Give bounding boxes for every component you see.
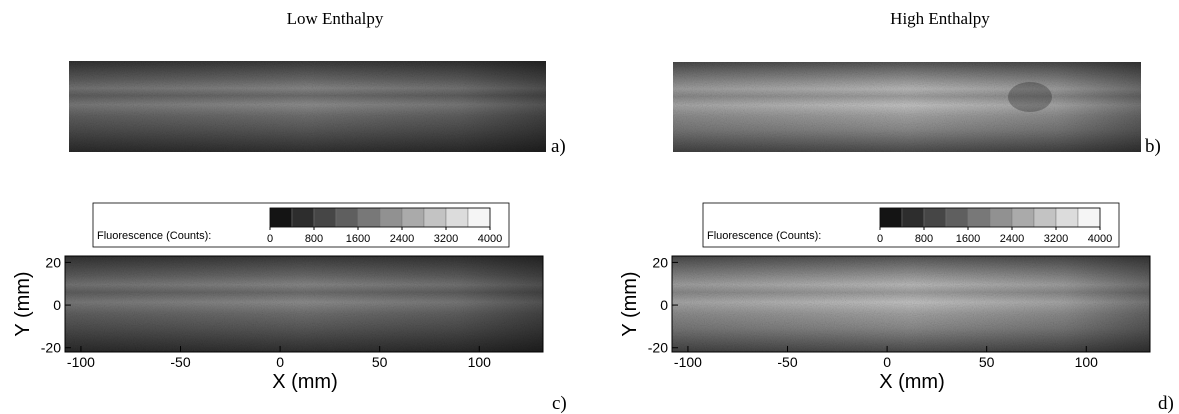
colorbar-segment bbox=[1077, 207, 1101, 228]
colorbar-label: Fluorescence (Counts): bbox=[707, 230, 821, 242]
colorbar-tick-label: 3200 bbox=[434, 233, 458, 245]
colorbar-segment bbox=[335, 207, 359, 228]
colorbar-label: Fluorescence (Counts): bbox=[97, 230, 211, 242]
panel-label: a) bbox=[551, 136, 566, 157]
colorbar-segment bbox=[1033, 207, 1057, 228]
y-axis-label: Y (mm) bbox=[12, 271, 34, 336]
colorbar-tick-label: 1600 bbox=[956, 233, 980, 245]
x-tick-label: -100 bbox=[67, 354, 95, 370]
colorbar-tick-label: 800 bbox=[915, 233, 933, 245]
y-tick-label: 0 bbox=[53, 297, 61, 313]
field-shade bbox=[672, 256, 1150, 352]
panel-label: c) bbox=[552, 393, 567, 414]
x-tick-label: 0 bbox=[883, 354, 891, 370]
colorbar-segment bbox=[467, 207, 491, 228]
colorbar-tick-label: 1600 bbox=[346, 233, 370, 245]
colorbar-tick-label: 800 bbox=[305, 233, 323, 245]
colorbar-frame bbox=[269, 207, 491, 228]
y-tick-label: -20 bbox=[648, 340, 668, 356]
colorbar-segment bbox=[313, 207, 337, 228]
colorbar-tick-label: 4000 bbox=[1088, 233, 1112, 245]
y-tick-label: 0 bbox=[660, 297, 668, 313]
x-tick-label: 100 bbox=[468, 354, 492, 370]
x-tick-label: 100 bbox=[1075, 354, 1099, 370]
colorbar-segment bbox=[989, 207, 1013, 228]
y-tick-label: 20 bbox=[652, 254, 668, 270]
y-axis-label: Y (mm) bbox=[619, 271, 641, 336]
x-tick-label: -50 bbox=[170, 354, 190, 370]
x-tick-label: 50 bbox=[979, 354, 995, 370]
colorbar-segment bbox=[1011, 207, 1035, 228]
colorbar-segment bbox=[423, 207, 447, 228]
x-tick-label: -50 bbox=[777, 354, 797, 370]
colorbar-segment bbox=[357, 207, 381, 228]
image-a bbox=[69, 61, 546, 152]
column-title: High Enthalpy bbox=[890, 9, 990, 28]
colorbar-segment bbox=[1055, 207, 1079, 228]
x-tick-label: 50 bbox=[372, 354, 388, 370]
colorbar-segment bbox=[945, 207, 969, 228]
x-axis-label: X (mm) bbox=[272, 371, 338, 393]
colorbar-segment bbox=[901, 207, 925, 228]
panel-label: d) bbox=[1158, 393, 1174, 414]
y-tick-label: 20 bbox=[45, 254, 61, 270]
colorbar-tick-label: 0 bbox=[267, 233, 273, 245]
colorbar-segment bbox=[967, 207, 991, 228]
y-tick-label: -20 bbox=[41, 340, 61, 356]
panel-label: b) bbox=[1145, 136, 1161, 157]
colorbar-tick-label: 0 bbox=[877, 233, 883, 245]
column-title: Low Enthalpy bbox=[287, 9, 384, 28]
image-b bbox=[673, 62, 1141, 152]
colorbar-segment bbox=[269, 207, 293, 228]
colorbar-segment bbox=[445, 207, 469, 228]
plot-frame bbox=[64, 255, 544, 353]
colorbar-segment bbox=[923, 207, 947, 228]
colorbar-frame bbox=[879, 207, 1101, 228]
x-tick-label: 0 bbox=[276, 354, 284, 370]
x-tick-label: -100 bbox=[674, 354, 702, 370]
colorbar-segment bbox=[291, 207, 315, 228]
plot-frame bbox=[671, 255, 1151, 353]
colorbar-segment bbox=[401, 207, 425, 228]
colorbar-tick-label: 2400 bbox=[390, 233, 414, 245]
colorbar-segment bbox=[879, 207, 903, 228]
colorbar-tick-label: 4000 bbox=[478, 233, 502, 245]
x-axis-label: X (mm) bbox=[879, 371, 945, 393]
colorbar-tick-label: 3200 bbox=[1044, 233, 1068, 245]
colorbar-tick-label: 2400 bbox=[1000, 233, 1024, 245]
field-shade bbox=[65, 256, 543, 352]
colorbar-segment bbox=[379, 207, 403, 228]
